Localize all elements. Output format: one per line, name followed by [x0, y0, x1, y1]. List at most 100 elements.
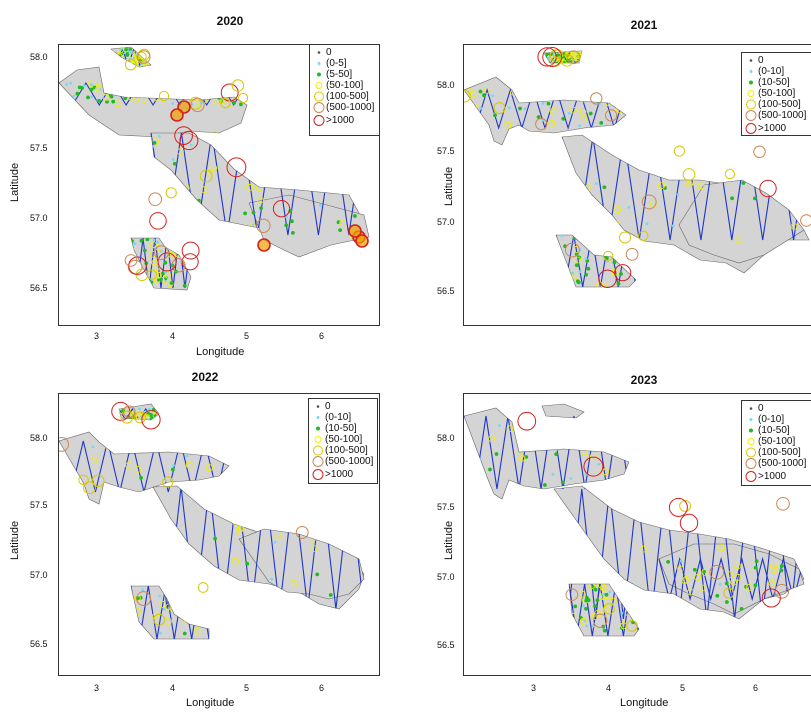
catch-point: [627, 205, 631, 209]
panel-title: 2023: [630, 373, 658, 387]
catch-point: [152, 612, 160, 620]
catch-point-large: [626, 620, 638, 632]
catch-point: [340, 168, 345, 173]
legend-label: (100-500]: [758, 99, 801, 110]
catch-point-large: [179, 131, 199, 151]
catch-point-large: [668, 497, 688, 517]
catch-point: [352, 214, 357, 218]
legend-item: (50-100]: [312, 80, 376, 91]
legend-symbol-icon: [744, 414, 758, 425]
catch-point: [251, 141, 256, 145]
catch-point: [780, 143, 785, 148]
transect-line: [464, 415, 630, 490]
legend-label: 0: [758, 55, 764, 66]
catch-point: [595, 218, 600, 223]
catch-point: [551, 472, 555, 476]
catch-point: [318, 204, 322, 207]
catch-point: [655, 491, 659, 495]
catch-point: [619, 105, 624, 110]
catch-point: [199, 481, 207, 488]
catch-point-large: [679, 499, 692, 512]
legend-item: (500-1000]: [744, 458, 808, 469]
legend-label: >1000: [326, 115, 355, 126]
catch-point: [145, 86, 153, 93]
catch-point: [478, 89, 483, 94]
panel-title: 2021: [630, 18, 658, 32]
catch-point: [69, 98, 73, 102]
legend-symbol-icon: [312, 102, 326, 113]
catch-point: [583, 619, 587, 623]
x-axis-label: Longitude: [196, 346, 245, 358]
catch-point: [273, 540, 277, 544]
catch-point: [90, 457, 98, 465]
catch-point: [634, 604, 639, 609]
catch-point: [163, 586, 167, 591]
catch-point: [163, 85, 171, 92]
legend-label: (50-100]: [325, 434, 363, 445]
y-tick-label: 57.0: [437, 572, 455, 582]
catch-point: [125, 462, 132, 469]
catch-point: [133, 242, 137, 245]
catch-point: [116, 87, 120, 92]
catch-point: [695, 613, 700, 618]
catch-point: [617, 591, 622, 596]
catch-point: [679, 559, 683, 563]
catch-point: [646, 146, 651, 151]
catch-point-large: [535, 117, 548, 131]
catch-point: [769, 562, 777, 570]
y-axis-label: Latitude: [443, 520, 455, 560]
catch-point: [169, 281, 174, 285]
y-tick-label: 58.0: [437, 80, 455, 90]
catch-point: [597, 462, 601, 466]
catch-point: [130, 248, 134, 252]
catch-point-large: [566, 50, 581, 65]
catch-point-large: [136, 51, 147, 63]
catch-point: [572, 632, 576, 636]
legend-item: (0-10]: [744, 414, 808, 425]
catch-point: [584, 272, 588, 277]
catch-point: [491, 94, 495, 97]
catch-point: [561, 274, 566, 279]
catch-point-large: [120, 410, 134, 424]
catch-point: [584, 598, 589, 603]
catch-point: [102, 94, 110, 101]
catch-point: [233, 512, 238, 516]
catch-point: [553, 577, 560, 585]
survey-area-polygon: [59, 431, 230, 505]
catch-point: [561, 480, 565, 485]
survey-area-polygon: [238, 528, 365, 600]
legend-label: (10-50]: [325, 423, 357, 434]
catch-hotspot: [348, 224, 362, 238]
catch-point: [595, 598, 600, 603]
legend-label: >1000: [758, 123, 787, 134]
catch-point: [687, 588, 694, 596]
legend-label: (0-10]: [325, 412, 352, 423]
catch-point: [718, 544, 726, 552]
catch-point: [125, 52, 130, 56]
catch-point: [756, 177, 761, 182]
catch-point: [141, 588, 145, 592]
catch-point-large: [199, 169, 213, 183]
catch-point-large: [148, 192, 163, 207]
catch-point: [128, 90, 133, 95]
catch-point: [724, 581, 729, 586]
catch-point: [152, 138, 160, 145]
catch-point: [591, 238, 595, 242]
catch-point-large: [141, 410, 161, 430]
catch-point: [799, 594, 804, 602]
map-frame: [58, 44, 380, 326]
catch-point: [555, 447, 559, 451]
legend-label: 0: [758, 403, 764, 414]
catch-point: [579, 108, 587, 116]
catch-point: [612, 220, 620, 228]
catch-point: [285, 215, 288, 219]
catch-point-large: [165, 187, 177, 199]
catch-point-large: [226, 157, 247, 178]
catch-point: [132, 93, 136, 97]
catch-point: [493, 113, 497, 118]
catch-point: [768, 579, 775, 587]
legend-symbol-icon: [312, 47, 326, 58]
catch-point: [173, 572, 180, 580]
catch-point-large: [190, 97, 205, 113]
catch-point: [494, 452, 499, 456]
